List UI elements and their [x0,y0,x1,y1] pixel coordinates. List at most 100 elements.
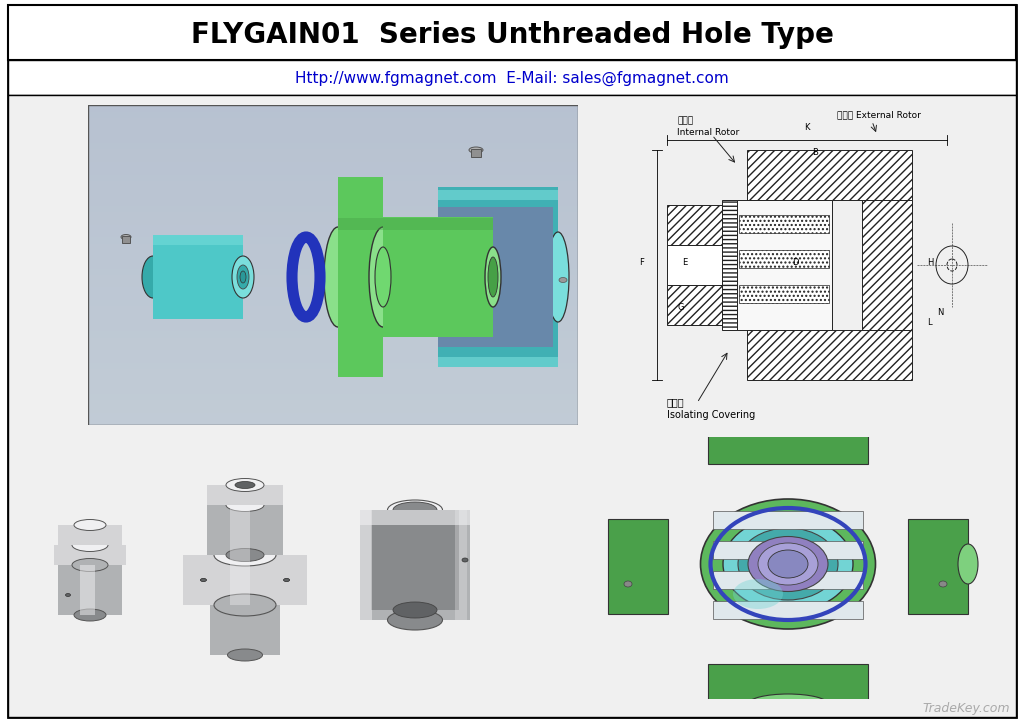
Ellipse shape [958,544,978,584]
Bar [739,215,829,233]
Ellipse shape [733,579,783,609]
Ellipse shape [369,227,397,327]
Bar [708,426,868,464]
Bar [713,601,863,619]
Bar [862,200,912,330]
Bar [737,200,831,330]
Ellipse shape [74,609,106,621]
Text: 隔离套: 隔离套 [667,397,685,407]
Text: 内转子: 内转子 [677,116,693,125]
Ellipse shape [284,578,290,581]
Text: Http://www.fgmagnet.com  E-Mail: sales@fgmagnet.com: Http://www.fgmagnet.com E-Mail: sales@fg… [295,70,729,85]
Ellipse shape [393,602,437,618]
Ellipse shape [427,232,449,322]
Bar [438,190,558,200]
Text: L: L [927,318,932,327]
Ellipse shape [214,544,276,566]
Text: H: H [927,258,933,267]
Ellipse shape [74,559,106,571]
Ellipse shape [72,558,108,571]
Ellipse shape [547,232,569,322]
Ellipse shape [748,536,828,592]
Ellipse shape [201,578,207,581]
Ellipse shape [236,602,254,608]
Bar [455,510,467,620]
Bar [153,235,243,319]
Bar [371,510,459,610]
Ellipse shape [939,581,947,587]
Ellipse shape [748,694,828,714]
Ellipse shape [723,516,853,612]
Text: E: E [682,258,687,267]
Ellipse shape [387,500,442,520]
Bar [58,525,122,545]
Ellipse shape [227,599,262,611]
Text: G: G [677,303,683,312]
Bar [230,505,250,605]
Bar [667,205,722,245]
Ellipse shape [142,256,164,298]
Text: 外转子 External Rotor: 外转子 External Rotor [837,110,921,119]
Bar [360,510,470,620]
Ellipse shape [387,610,442,630]
Ellipse shape [240,271,246,283]
Ellipse shape [74,520,106,531]
Bar [713,571,863,589]
Bar [438,357,558,367]
Bar [746,150,912,200]
Bar [8,5,1016,60]
Ellipse shape [700,499,876,629]
Bar [383,217,493,337]
Ellipse shape [624,581,632,587]
Ellipse shape [284,578,290,581]
Bar [58,565,122,615]
Bar [360,510,470,525]
Ellipse shape [72,539,108,552]
Ellipse shape [488,257,498,297]
Ellipse shape [237,265,249,289]
Ellipse shape [121,235,131,240]
Bar [338,177,383,377]
Bar [667,245,722,285]
Ellipse shape [232,256,254,298]
Bar [438,207,553,347]
Bar [438,187,558,367]
Ellipse shape [430,242,446,312]
Ellipse shape [485,247,501,307]
Bar [207,485,283,505]
Bar [360,510,372,620]
Ellipse shape [768,550,808,578]
Bar [739,250,829,268]
Bar [667,285,722,325]
Ellipse shape [234,481,255,489]
Ellipse shape [393,502,437,518]
Ellipse shape [226,549,264,562]
Bar [80,565,95,615]
Bar [54,545,126,565]
Ellipse shape [559,277,567,282]
Ellipse shape [738,528,838,600]
Text: TradeKey.com: TradeKey.com [923,702,1010,715]
Bar [722,200,737,330]
Polygon shape [153,235,243,245]
Bar [8,95,1016,717]
Bar [713,541,863,559]
Bar [608,519,668,614]
Ellipse shape [758,543,818,585]
Bar [122,236,130,243]
Bar [746,330,912,380]
Text: F: F [640,258,644,267]
Bar [908,519,968,614]
Ellipse shape [226,479,264,492]
Ellipse shape [201,578,207,581]
Bar [338,218,493,230]
Bar [713,511,863,529]
Ellipse shape [226,499,264,511]
Ellipse shape [214,594,276,616]
Bar [8,60,1016,95]
Text: N: N [937,308,943,317]
Ellipse shape [227,649,262,661]
Text: D: D [792,258,799,267]
Bar [183,555,307,605]
Text: FLYGAIN01  Series Unthreaded Hole Type: FLYGAIN01 Series Unthreaded Hole Type [190,21,834,49]
